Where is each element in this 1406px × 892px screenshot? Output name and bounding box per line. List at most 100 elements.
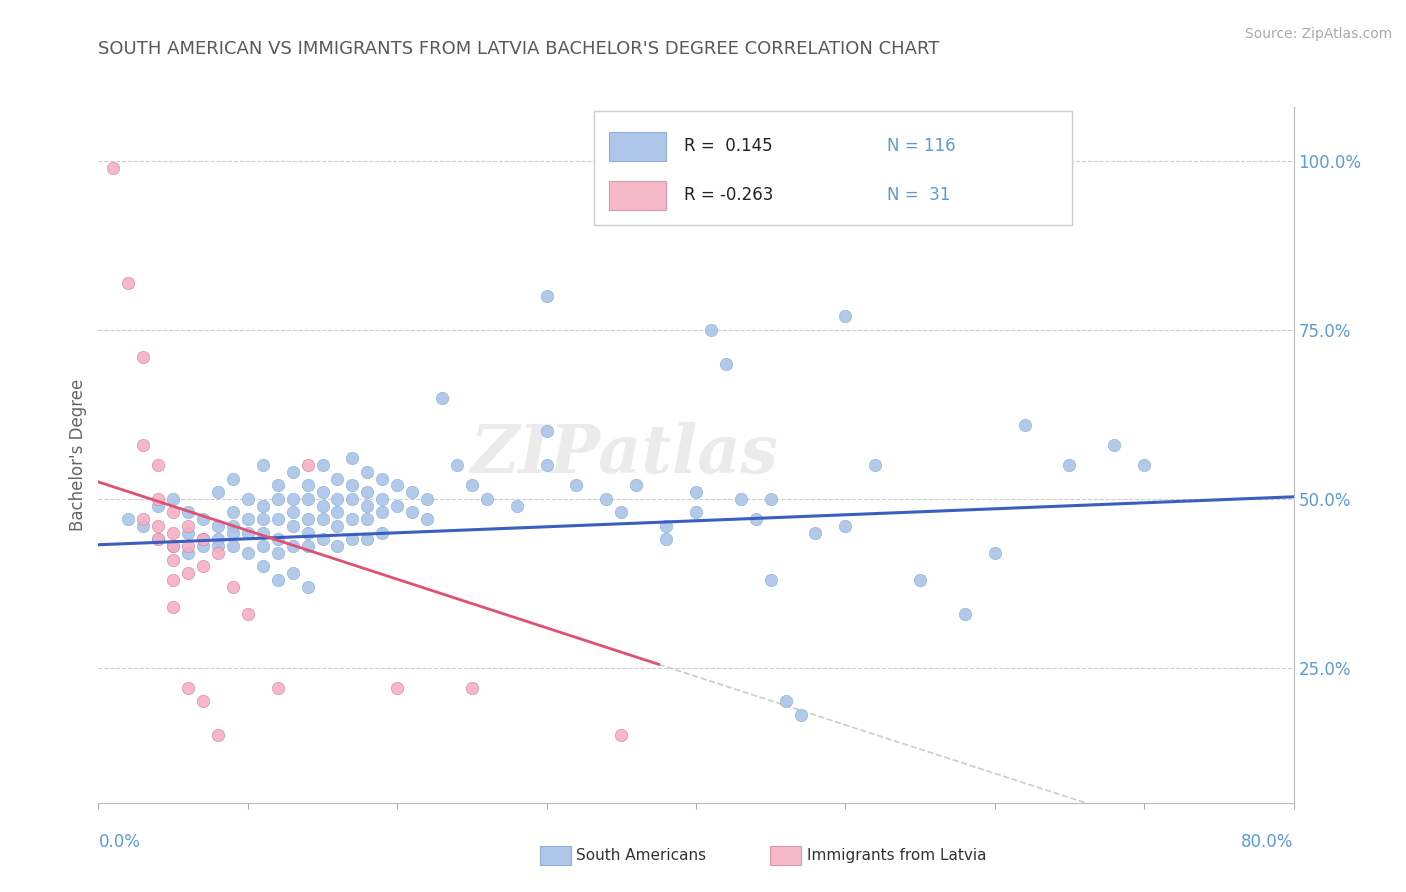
Point [177,546,200,560]
Point [775,694,797,708]
Point [759,491,782,506]
Point [207,539,229,553]
Point [162,525,184,540]
Point [311,512,333,526]
Point [177,519,200,533]
Point [132,438,155,452]
Point [624,478,647,492]
Point [117,276,139,290]
Point [177,681,200,695]
Point [236,607,259,621]
Point [148,458,170,472]
Point [745,512,768,526]
Point [297,478,319,492]
Point [148,519,170,533]
Point [834,310,856,324]
Point [610,728,633,742]
Point [610,505,633,519]
Point [267,546,290,560]
Point [267,533,290,547]
Point [162,573,184,587]
Point [222,505,245,519]
Point [714,357,737,371]
Text: Source: ZipAtlas.com: Source: ZipAtlas.com [1244,27,1392,41]
Point [1104,438,1126,452]
Point [536,289,558,303]
Text: 0.0%: 0.0% [98,833,141,851]
FancyBboxPatch shape [609,181,666,210]
Point [222,580,245,594]
Point [132,519,155,533]
Point [297,512,319,526]
Point [655,519,678,533]
Point [416,491,439,506]
Point [252,458,274,472]
Point [311,499,333,513]
Point [326,491,349,506]
Point [342,478,364,492]
Point [281,566,304,581]
Point [1059,458,1081,472]
Point [371,472,394,486]
Point [297,525,319,540]
Point [342,512,364,526]
Point [311,533,333,547]
Point [865,458,887,472]
Point [236,525,259,540]
Point [536,424,558,438]
Point [297,458,319,472]
Text: SOUTH AMERICAN VS IMMIGRANTS FROM LATVIA BACHELOR'S DEGREE CORRELATION CHART: SOUTH AMERICAN VS IMMIGRANTS FROM LATVIA… [98,40,939,58]
Point [222,539,245,553]
Point [356,485,378,500]
Point [326,472,349,486]
Point [148,499,170,513]
Point [177,525,200,540]
Point [759,573,782,587]
Point [834,519,856,533]
Point [297,539,319,553]
Point [983,546,1005,560]
Point [281,519,304,533]
Point [177,539,200,553]
Point [148,533,170,547]
Point [371,525,394,540]
Point [326,505,349,519]
Point [416,512,439,526]
Point [207,728,229,742]
Point [267,478,290,492]
Point [536,458,558,472]
Point [1133,458,1156,472]
Point [595,491,617,506]
Text: N =  31: N = 31 [887,186,950,203]
Text: ZIPatlas: ZIPatlas [471,423,778,487]
Point [236,512,259,526]
Y-axis label: Bachelor's Degree: Bachelor's Degree [69,379,87,531]
Point [685,485,707,500]
Point [222,472,245,486]
Point [162,552,184,566]
Point [506,499,529,513]
Point [475,491,498,506]
Point [700,323,723,337]
Point [162,539,184,553]
Text: R =  0.145: R = 0.145 [685,137,773,155]
Point [162,491,184,506]
Text: 80.0%: 80.0% [1241,833,1294,851]
Point [430,391,453,405]
Point [162,599,184,614]
Point [252,525,274,540]
Point [252,512,274,526]
Point [461,478,484,492]
Point [148,533,170,547]
Point [730,491,752,506]
Point [371,505,394,519]
Point [222,519,245,533]
Point [267,681,290,695]
Point [1014,417,1036,432]
Text: Immigrants from Latvia: Immigrants from Latvia [807,848,987,863]
Point [311,458,333,472]
Point [252,559,274,574]
Point [356,512,378,526]
Point [326,519,349,533]
Point [267,491,290,506]
